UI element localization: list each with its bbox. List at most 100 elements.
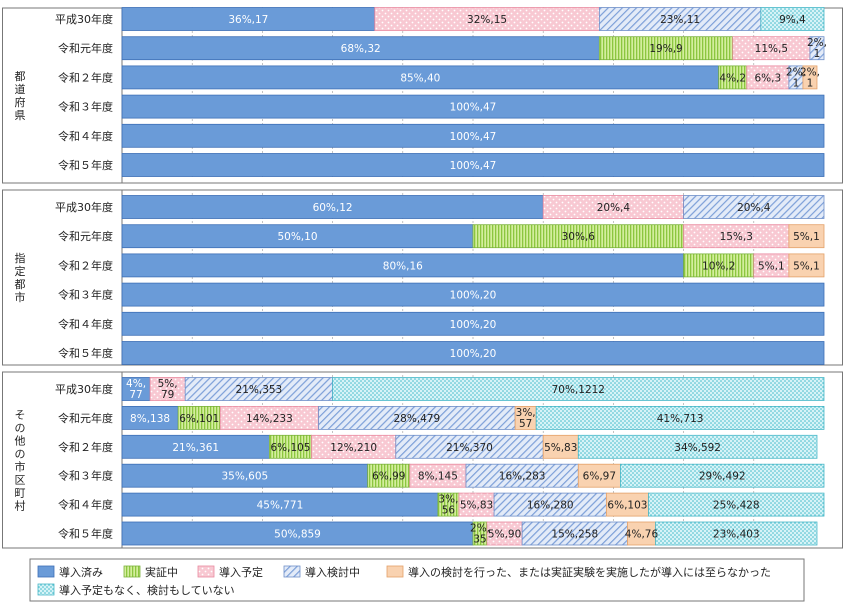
data-label: 41%,713 [657,413,704,425]
data-label: 100%,20 [450,319,497,331]
bar-segment [332,377,825,401]
bar-segment [655,521,818,546]
data-label: 6%,103 [607,500,647,512]
data-label: 28%,479 [393,413,440,425]
data-label: 100%,47 [450,102,497,114]
category-label: 令和５年度 [58,346,113,360]
data-label: 2%, 1 [786,66,806,89]
group-label: 指定都市 [15,251,26,304]
data-label: 8%,138 [130,413,170,425]
data-label: 12%,210 [330,442,377,454]
data-label: 35%,605 [221,471,268,483]
category-label: 令和２年度 [58,70,113,84]
data-label: 20%,4 [737,202,771,214]
data-label: 23%,403 [713,529,760,541]
data-label: 19%,9 [649,43,682,55]
data-label: 4%,2 [719,72,746,84]
data-label: 5%,1 [758,260,785,272]
data-label: 50%,859 [274,529,321,541]
data-label: 5%,83 [544,442,577,454]
category-label: 令和５年度 [58,158,113,172]
legend-label: 実証中 [145,565,178,579]
data-label: 23%,11 [660,14,700,26]
data-label: 30%,6 [562,231,596,243]
data-label: 6%,105 [270,442,310,454]
bar-segment [121,153,825,177]
data-label: 85%,40 [400,72,440,84]
category-label: 令和２年度 [58,440,113,454]
legend-label: 導入の検討を行った、または実証実験を実施したが導入には至らなかった [408,565,771,579]
data-label: 68%,32 [341,43,381,55]
category-label: 令和４年度 [58,498,113,512]
data-label: 16%,283 [499,471,546,483]
data-label: 6%,99 [372,471,405,483]
data-label: 20%,4 [597,202,631,214]
category-label: 令和２年度 [58,258,113,272]
bar-segment [121,311,825,336]
data-label: 2%, 1 [800,66,820,89]
data-label: 16%,280 [527,500,574,512]
data-label: 80%,16 [383,260,423,272]
data-label: 11%,5 [755,43,788,55]
group-panel [2,371,843,549]
bar-segment [648,492,825,517]
category-label: 令和３年度 [58,469,113,483]
category-label: 平成30年度 [55,12,113,26]
legend-swatch [37,583,55,596]
data-label: 21%,353 [236,384,283,396]
category-label: 平成30年度 [55,382,113,396]
data-label: 3%, 57 [516,407,536,430]
legend-swatch [386,565,404,578]
bar-segment [535,405,825,430]
data-label: 15%,258 [551,529,598,541]
data-label: 5%,90 [488,529,521,541]
data-label: 100%,20 [450,290,497,302]
category-label: 令和３年度 [58,100,113,114]
data-label: 100%,47 [450,131,497,143]
group-label: 都道府県 [15,70,26,122]
bar-segment [683,195,825,219]
data-label: 5%,83 [460,500,493,512]
data-label: 100%,47 [450,160,497,172]
bars-layer [121,7,825,546]
data-label: 3%, 56 [438,494,458,517]
bar-segment [802,65,818,90]
data-label: 15%,3 [720,231,753,243]
data-label: 4%, 77 [126,378,146,401]
category-label: 令和元年度 [58,41,113,55]
category-label: 令和４年度 [58,317,113,331]
bar-segment [121,94,825,119]
data-label: 6%,97 [583,471,616,483]
legend-box [29,558,805,602]
data-label: 60%,12 [313,202,353,214]
data-label: 50%,10 [277,231,317,243]
data-label: 2%, 35 [470,523,490,546]
bar-segment [788,224,825,249]
data-label: 25%,428 [713,500,760,512]
data-label: 2%, 1 [807,37,827,60]
legend-swatch [197,565,215,578]
data-label: 21%,361 [172,442,219,454]
data-label: 5%, 79 [158,378,178,401]
data-label: 6%,101 [179,413,219,425]
legend-swatch [37,565,55,578]
category-label: 令和４年度 [58,129,113,143]
data-label: 34%,592 [674,442,721,454]
data-label: 6%,3 [754,72,781,84]
legend-label: 導入予定 [219,565,263,579]
data-label: 70%,1212 [552,384,605,396]
legend: 導入済み 実証中 導入予定 導入検討中 導入の検討を行った、または実証実験を実施したが導… [29,558,805,602]
data-label: 14%,233 [246,413,293,425]
data-label: 29%,492 [699,471,746,483]
bar-segment [577,434,818,459]
bar-segment [809,36,825,61]
data-label: 45%,771 [257,500,304,512]
bar-segment [121,123,825,148]
legend-swatch [283,565,301,578]
data-label: 32%,15 [467,14,507,26]
data-label: 4%,76 [625,529,659,541]
data-label: 10%,2 [702,260,735,272]
category-label: 令和３年度 [58,288,113,302]
